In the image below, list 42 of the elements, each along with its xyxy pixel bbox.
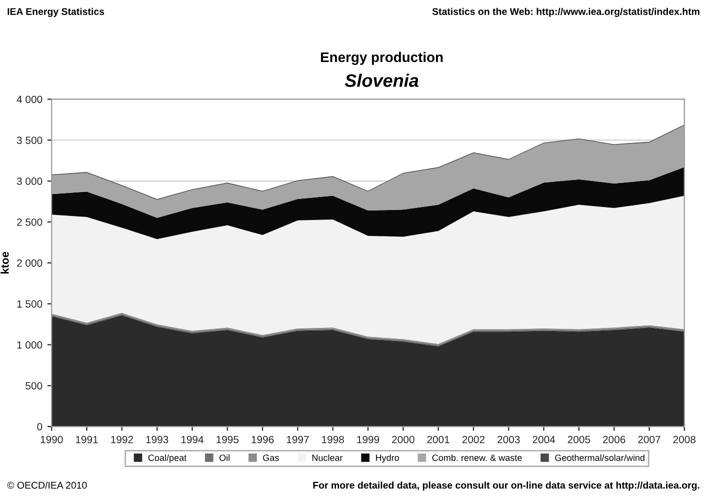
y-tick-label: 500	[26, 382, 42, 390]
x-tick-label: 2008	[673, 436, 696, 444]
text: © OECD/IEA 2010	[7, 482, 87, 489]
x-tick-label: 1994	[181, 436, 204, 444]
legend-label: Coal/peat	[148, 454, 187, 463]
x-tick-label: 2004	[532, 436, 556, 444]
y-tick-label: 1 500	[17, 300, 42, 308]
legend-label: Comb. renew. & waste	[432, 454, 522, 461]
y-tick-label: 3 500	[16, 136, 42, 144]
x-tick-label: 2003	[498, 436, 520, 444]
x-tick-label: 1996	[252, 436, 274, 444]
y-tick-label: 2 500	[17, 218, 42, 226]
y-axis-title: ktoe	[0, 252, 9, 274]
chart-subtitle: Slovenia	[344, 74, 418, 87]
y-tick-label: 3 000	[16, 178, 42, 185]
text: For more detailed data, please consult our on-line data service at http://data.iea.org.	[313, 482, 700, 491]
legend-label: Hydro	[376, 454, 399, 463]
text: Statistics on the Web: http://www.iea.org/statist/index.htm	[432, 8, 700, 17]
x-tick-label: 2001	[427, 436, 450, 444]
x-tick-label: 2006	[603, 436, 626, 444]
legend-label: Oil	[220, 454, 230, 461]
x-tick-label: 2000	[392, 436, 414, 444]
y-tick-label: 0	[37, 423, 42, 430]
x-tick-label: 1992	[111, 436, 133, 444]
x-tick-label: 2005	[568, 436, 590, 444]
legend-label: Nuclear	[312, 454, 343, 461]
y-tick-label: 2 000	[17, 259, 42, 267]
x-tick-label: 1998	[322, 436, 344, 444]
x-tick-label: 2007	[638, 436, 660, 444]
x-tick-label: 1995	[216, 436, 239, 444]
text: IEA Energy Statistics	[8, 8, 104, 17]
y-tick-label: 1 000	[17, 341, 42, 349]
x-tick-label: 1993	[146, 436, 168, 444]
x-tick-label: 1999	[357, 436, 380, 444]
x-tick-label: 1997	[286, 436, 309, 444]
legend-label: Geothermal/solar/wind	[555, 454, 644, 461]
chart-title: Energy production	[320, 52, 443, 65]
x-tick-label: 2002	[462, 436, 485, 444]
x-tick-label: 1990	[40, 436, 63, 444]
y-tick-label: 4 000	[16, 96, 42, 104]
x-tick-label: 1991	[76, 436, 98, 444]
legend-label: Gas	[263, 454, 279, 461]
